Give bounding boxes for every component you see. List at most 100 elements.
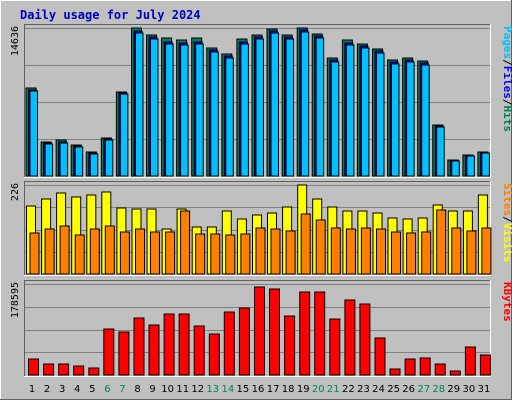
x-tick-label-day-9: 9 bbox=[149, 384, 155, 395]
bar-sites-day-4 bbox=[74, 234, 85, 275]
bar-pages-day-3 bbox=[59, 142, 69, 177]
chart-title: Daily usage for July 2024 bbox=[20, 8, 201, 22]
x-tick-label-day-27: 27 bbox=[417, 384, 430, 395]
bar-sites-day-29 bbox=[451, 227, 462, 275]
bar-sites-day-20 bbox=[315, 219, 326, 275]
x-tick-label-day-5: 5 bbox=[89, 384, 95, 395]
x-tick-label-day-13: 13 bbox=[206, 384, 219, 395]
bar-sites-day-30 bbox=[466, 230, 477, 275]
x-tick-label-day-22: 22 bbox=[342, 384, 355, 395]
bar-sites-day-8 bbox=[135, 228, 145, 275]
bar-sites-day-28 bbox=[436, 209, 447, 275]
bar-sites-day-16 bbox=[255, 227, 266, 275]
bar-kbytes-day-18 bbox=[284, 315, 296, 376]
bar-sites-day-5 bbox=[89, 228, 100, 275]
bar-sites-day-1 bbox=[29, 232, 40, 275]
bar-sites-day-15 bbox=[240, 233, 251, 275]
x-tick-label-day-23: 23 bbox=[357, 384, 370, 395]
x-tick-label-day-12: 12 bbox=[191, 384, 204, 395]
bar-pages-day-28 bbox=[436, 126, 445, 177]
bar-kbytes-day-22 bbox=[344, 299, 356, 376]
bar-kbytes-day-5 bbox=[88, 367, 100, 376]
y-max-label: 178595 bbox=[10, 282, 21, 318]
x-tick-label-day-11: 11 bbox=[176, 384, 189, 395]
x-tick-label-day-29: 29 bbox=[447, 384, 460, 395]
bar-pages-day-4 bbox=[74, 146, 84, 177]
legend-entry: Hits bbox=[501, 106, 512, 133]
bar-kbytes-day-13 bbox=[208, 333, 220, 376]
x-tick-label-day-17: 17 bbox=[267, 384, 280, 395]
panel-legend: KBytes bbox=[501, 282, 512, 322]
bar-pages-day-12 bbox=[195, 43, 204, 177]
bar-pages-day-30 bbox=[466, 155, 475, 177]
legend-entry: Sites bbox=[501, 183, 512, 216]
x-tick-label-day-4: 4 bbox=[74, 384, 80, 395]
x-tick-label-day-16: 16 bbox=[252, 384, 265, 395]
bar-pages-day-2 bbox=[44, 143, 54, 177]
bar-pages-day-24 bbox=[376, 52, 385, 177]
bar-pages-day-22 bbox=[345, 44, 355, 177]
bar-sites-day-26 bbox=[406, 232, 417, 275]
panel-kbytes: 178595 KBytes bbox=[10, 280, 512, 377]
bar-sites-day-22 bbox=[345, 228, 356, 275]
bar-sites-day-27 bbox=[421, 231, 432, 275]
bar-kbytes-day-28 bbox=[434, 363, 446, 376]
series-pages bbox=[29, 31, 490, 177]
x-tick-label-day-1: 1 bbox=[29, 384, 35, 395]
x-tick-label-day-20: 20 bbox=[312, 384, 325, 395]
bar-kbytes-day-21 bbox=[329, 318, 341, 376]
bar-sites-day-14 bbox=[225, 234, 236, 275]
bar-sites-day-19 bbox=[300, 213, 311, 275]
panel-legend: Pages/Files/Hits bbox=[501, 26, 512, 132]
x-tick-label-day-28: 28 bbox=[432, 384, 445, 395]
bar-kbytes-day-23 bbox=[359, 303, 371, 376]
bar-kbytes-day-3 bbox=[58, 363, 70, 376]
bar-sites-day-13 bbox=[210, 233, 221, 275]
legend-entry: / bbox=[501, 216, 512, 223]
bar-pages-day-20 bbox=[315, 37, 325, 177]
bar-pages-day-29 bbox=[451, 160, 460, 177]
bar-kbytes-day-29 bbox=[449, 370, 461, 376]
x-tick-label-day-10: 10 bbox=[161, 384, 174, 395]
x-tick-label-day-14: 14 bbox=[222, 384, 235, 395]
bar-pages-day-17 bbox=[270, 32, 279, 177]
bar-sites-day-3 bbox=[59, 225, 70, 275]
bar-kbytes-day-15 bbox=[238, 307, 250, 376]
series-sites bbox=[29, 209, 492, 275]
bar-pages-day-5 bbox=[89, 153, 99, 177]
legend-entry: Files bbox=[501, 66, 512, 99]
series-kbytes bbox=[28, 286, 491, 376]
x-tick-label-day-3: 3 bbox=[59, 384, 65, 395]
bar-kbytes-day-8 bbox=[133, 317, 145, 376]
bar-pages-day-7 bbox=[119, 93, 129, 177]
x-tick-label-day-19: 19 bbox=[297, 384, 310, 395]
x-tick-label-day-7: 7 bbox=[119, 384, 125, 395]
bar-kbytes-day-11 bbox=[178, 313, 190, 376]
bar-kbytes-day-17 bbox=[269, 288, 280, 376]
x-tick-label-day-25: 25 bbox=[387, 384, 400, 395]
x-tick-label-day-30: 30 bbox=[463, 384, 476, 395]
bar-kbytes-day-30 bbox=[464, 346, 476, 376]
bar-pages-day-6 bbox=[104, 139, 114, 177]
bar-pages-day-1 bbox=[29, 90, 38, 177]
bar-kbytes-day-9 bbox=[148, 324, 160, 376]
legend-entry: Visits bbox=[501, 223, 512, 263]
bar-sites-day-24 bbox=[376, 228, 386, 275]
x-tick-label-day-15: 15 bbox=[237, 384, 250, 395]
bar-sites-day-25 bbox=[391, 231, 401, 275]
x-tick-label-day-8: 8 bbox=[134, 384, 140, 395]
bar-sites-day-21 bbox=[330, 227, 341, 275]
bar-kbytes-day-12 bbox=[193, 325, 205, 376]
x-tick-label-day-6: 6 bbox=[104, 384, 110, 395]
bar-kbytes-day-16 bbox=[254, 286, 265, 376]
bar-pages-day-27 bbox=[421, 64, 430, 177]
bar-pages-day-31 bbox=[481, 152, 490, 177]
panel-visits-sites: 226 Sites/Visits bbox=[10, 181, 512, 276]
x-tick-label-day-21: 21 bbox=[327, 384, 340, 395]
legend-entry: / bbox=[501, 59, 512, 66]
y-max-label: 226 bbox=[10, 183, 21, 201]
bar-sites-day-31 bbox=[481, 227, 492, 275]
bar-sites-day-6 bbox=[104, 225, 115, 275]
